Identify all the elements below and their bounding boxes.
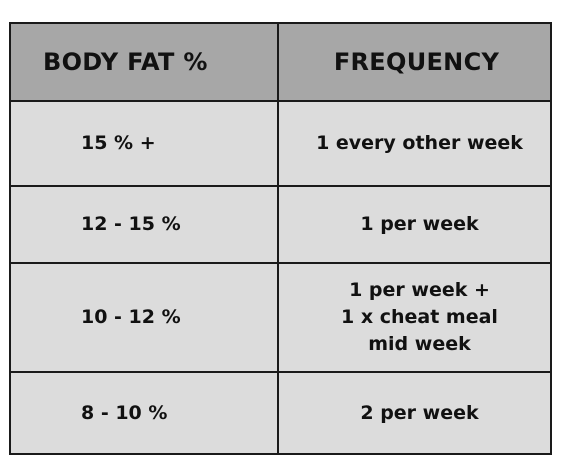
- frequency-cell: 1 per week + 1 x cheat meal mid week: [341, 279, 498, 355]
- table-header-row: BODY FAT % FREQUENCY: [11, 24, 550, 100]
- header-frequency: FREQUENCY: [333, 48, 500, 76]
- table-row: 15 % + 1 every other week: [11, 100, 550, 185]
- header-body-fat: BODY FAT %: [11, 24, 279, 100]
- frequency-cell: 1 per week: [360, 213, 479, 235]
- table-row: 12 - 15 % 1 per week: [11, 185, 550, 262]
- frequency-cell: 2 per week: [360, 401, 479, 424]
- table-row: 10 - 12 % 1 per week + 1 x cheat meal mi…: [11, 262, 550, 371]
- table-row: 8 - 10 % 2 per week: [11, 371, 550, 453]
- body-fat-cell: 10 - 12 %: [11, 264, 279, 371]
- frequency-cell: 1 every other week: [316, 132, 523, 154]
- body-fat-cell: 12 - 15 %: [11, 187, 279, 262]
- body-fat-frequency-table: BODY FAT % FREQUENCY 15 % + 1 every othe…: [9, 22, 552, 455]
- body-fat-cell: 15 % +: [11, 102, 279, 185]
- body-fat-cell: 8 - 10 %: [11, 373, 279, 453]
